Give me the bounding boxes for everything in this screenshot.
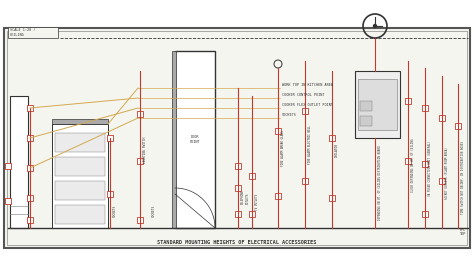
Text: COOKER CONTROL POINT: COOKER CONTROL POINT bbox=[282, 93, 325, 97]
Bar bbox=[422, 211, 428, 217]
Bar bbox=[5, 163, 11, 169]
Bar bbox=[137, 111, 143, 117]
Bar bbox=[55, 133, 105, 152]
Text: SCALE 1:20 /: SCALE 1:20 / bbox=[10, 28, 36, 32]
Bar bbox=[235, 163, 241, 169]
Bar bbox=[52, 119, 108, 124]
Text: FIRE ALARM ELECTRIC BELL: FIRE ALARM ELECTRIC BELL bbox=[308, 125, 312, 165]
Text: TELEPHONE
OUTLETS: TELEPHONE OUTLETS bbox=[241, 190, 250, 204]
Text: DEPENDING ON HT. OF CEILING DISTRIBUTION BOARD: DEPENDING ON HT. OF CEILING DISTRIBUTION… bbox=[378, 146, 382, 220]
Bar bbox=[302, 178, 308, 184]
Bar bbox=[27, 165, 33, 171]
Bar bbox=[172, 51, 176, 228]
Bar bbox=[55, 157, 105, 176]
Bar bbox=[439, 115, 445, 121]
Bar bbox=[302, 108, 308, 114]
Bar bbox=[137, 217, 143, 223]
Text: TV OUTLETS: TV OUTLETS bbox=[255, 194, 259, 210]
Bar bbox=[4, 28, 470, 248]
Text: 3A FUSED CONNECTION UNIT (GENERAL): 3A FUSED CONNECTION UNIT (GENERAL) bbox=[428, 140, 432, 196]
Bar bbox=[439, 178, 445, 184]
Text: SOCKET OUTLETS (PLANT ROOM AREA): SOCKET OUTLETS (PLANT ROOM AREA) bbox=[445, 147, 449, 199]
Bar bbox=[5, 198, 11, 204]
Bar bbox=[455, 123, 461, 129]
Bar bbox=[137, 158, 143, 164]
Bar bbox=[235, 185, 241, 191]
Bar bbox=[10, 96, 28, 228]
Text: SOCKETS: SOCKETS bbox=[113, 205, 117, 217]
Bar bbox=[107, 191, 113, 197]
Text: SOCKETS: SOCKETS bbox=[152, 205, 156, 217]
Bar bbox=[360, 101, 372, 111]
Text: COOKER FLEX OUTLET POINT: COOKER FLEX OUTLET POINT bbox=[282, 103, 333, 107]
Bar bbox=[355, 71, 400, 138]
Text: ISOLATOR: ISOLATOR bbox=[335, 143, 339, 157]
Bar bbox=[329, 135, 335, 141]
Bar bbox=[8, 27, 58, 38]
Bar bbox=[107, 135, 113, 141]
Text: TOP: TOP bbox=[460, 232, 466, 236]
Text: TIME SWITCH NOT INCORP. IN DISTRIBUTION BOXES: TIME SWITCH NOT INCORP. IN DISTRIBUTION … bbox=[461, 141, 465, 214]
Bar bbox=[7, 31, 467, 245]
Bar bbox=[422, 105, 428, 111]
Bar bbox=[422, 161, 428, 167]
Bar bbox=[358, 79, 397, 130]
Bar bbox=[249, 211, 255, 217]
Text: WORK TOP IN KITCHEN AREA: WORK TOP IN KITCHEN AREA bbox=[282, 83, 333, 87]
Text: LIGHTING SWITCH: LIGHTING SWITCH bbox=[143, 137, 147, 163]
Bar bbox=[27, 135, 33, 141]
Bar bbox=[329, 195, 335, 201]
Bar bbox=[175, 51, 215, 228]
Bar bbox=[27, 195, 33, 201]
Text: FFL: FFL bbox=[460, 228, 466, 232]
Text: STANDARD MOUNTING HEIGHTS OF ELECTRICAL ACCESSORIES: STANDARD MOUNTING HEIGHTS OF ELECTRICAL … bbox=[157, 240, 317, 244]
Text: CLOCK DEPENDING ON HT. OF CEILING: CLOCK DEPENDING ON HT. OF CEILING bbox=[411, 138, 415, 192]
Bar bbox=[249, 173, 255, 179]
Bar bbox=[27, 105, 33, 111]
Bar bbox=[405, 158, 411, 164]
Bar bbox=[275, 193, 281, 199]
Bar bbox=[55, 205, 105, 224]
Bar bbox=[275, 128, 281, 134]
Circle shape bbox=[374, 25, 376, 27]
Bar bbox=[235, 211, 241, 217]
Bar bbox=[27, 217, 33, 223]
Text: DOOR
POINT: DOOR POINT bbox=[190, 135, 201, 144]
Text: FIRE ALARM BREAK GLASS: FIRE ALARM BREAK GLASS bbox=[281, 130, 285, 166]
Bar bbox=[405, 98, 411, 104]
Text: CEILING: CEILING bbox=[10, 33, 25, 37]
Bar bbox=[52, 124, 108, 228]
Text: SOCKETS: SOCKETS bbox=[282, 113, 297, 117]
Bar bbox=[55, 181, 105, 200]
Bar bbox=[360, 116, 372, 126]
